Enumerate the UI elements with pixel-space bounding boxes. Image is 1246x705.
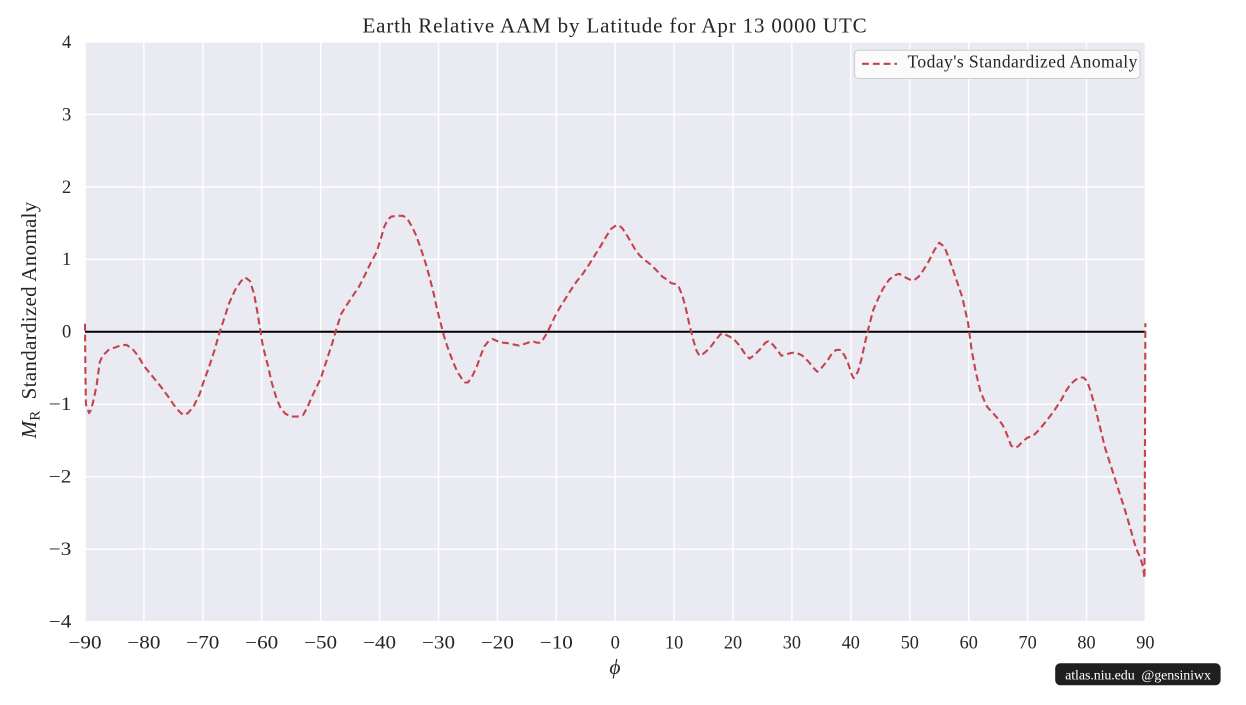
svg-text:80: 80 <box>1077 633 1095 653</box>
svg-text:−50: −50 <box>304 633 337 653</box>
svg-text:90: 90 <box>1136 633 1154 653</box>
svg-text:0: 0 <box>62 323 71 343</box>
svg-text:−4: −4 <box>49 613 72 633</box>
svg-text:4: 4 <box>62 33 71 53</box>
svg-text:−60: −60 <box>245 633 278 653</box>
svg-text:−20: −20 <box>481 633 514 653</box>
svg-text:0: 0 <box>611 633 620 653</box>
svg-text:ϕ: ϕ <box>609 655 620 679</box>
svg-text:−10: −10 <box>540 633 573 653</box>
svg-text:30: 30 <box>783 633 801 653</box>
svg-text:20: 20 <box>724 633 742 653</box>
svg-text:MR Standardized Anomaly: MR Standardized Anomaly <box>17 201 44 439</box>
svg-text:Today's Standardized Anomaly: Today's Standardized Anomaly <box>908 52 1138 72</box>
svg-text:2: 2 <box>62 178 71 198</box>
svg-text:10: 10 <box>665 633 683 653</box>
svg-text:−40: −40 <box>363 633 396 653</box>
svg-text:70: 70 <box>1019 633 1037 653</box>
svg-text:−1: −1 <box>49 395 72 415</box>
svg-text:−3: −3 <box>49 540 72 560</box>
svg-text:−2: −2 <box>49 468 72 488</box>
svg-text:40: 40 <box>842 633 860 653</box>
svg-text:Earth Relative AAM by Latitude: Earth Relative AAM by Latitude for Apr 1… <box>362 14 867 38</box>
svg-text:−80: −80 <box>127 633 160 653</box>
svg-text:1: 1 <box>62 250 71 270</box>
svg-text:3: 3 <box>62 105 71 125</box>
svg-text:−70: −70 <box>186 633 219 653</box>
svg-text:−90: −90 <box>69 633 102 653</box>
svg-text:−30: −30 <box>422 633 455 653</box>
svg-text:50: 50 <box>901 633 919 653</box>
svg-text:atlas.niu.edu @gensiniwx: atlas.niu.edu @gensiniwx <box>1065 669 1211 684</box>
svg-text:60: 60 <box>960 633 978 653</box>
